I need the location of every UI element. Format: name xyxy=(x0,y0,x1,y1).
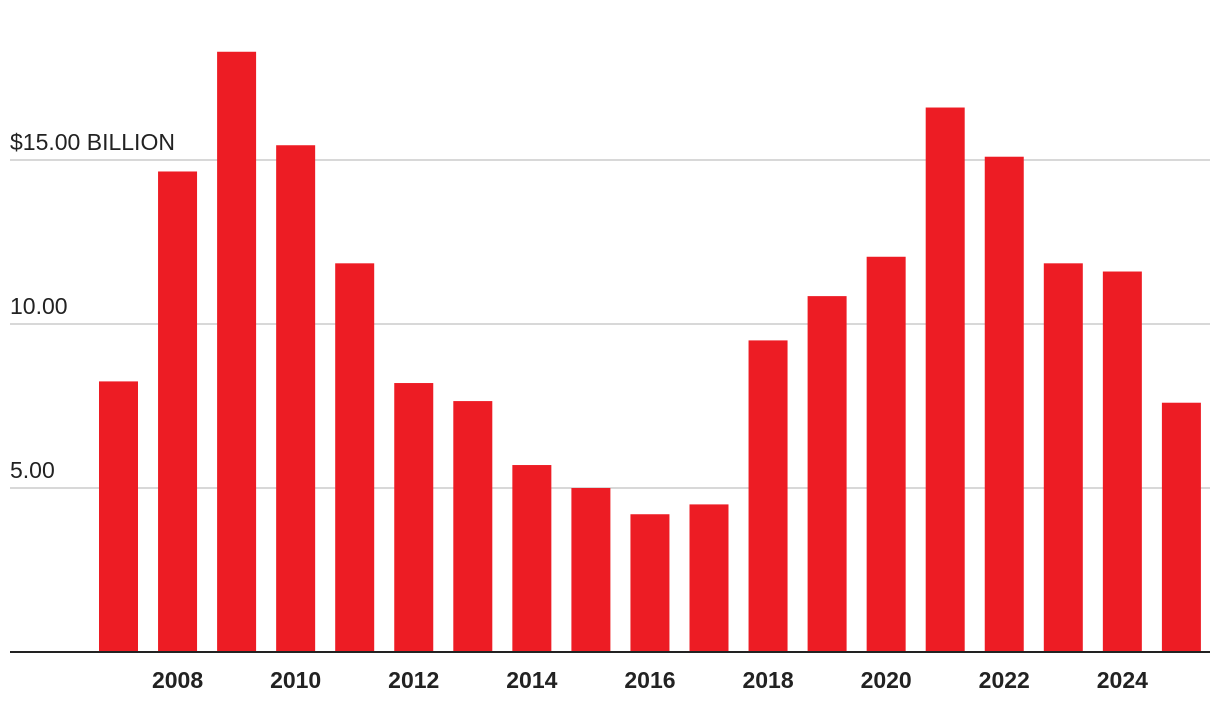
x-tick-label: 2010 xyxy=(270,667,321,693)
x-tick-label: 2018 xyxy=(742,667,793,693)
bar-2010 xyxy=(276,145,316,653)
y-axis-labels: $15.00 BILLION 10.00 5.00 xyxy=(10,129,175,483)
y-tick-label: 10.00 xyxy=(10,293,68,319)
bar-2018 xyxy=(748,340,788,652)
bar-2021 xyxy=(925,107,965,652)
bar-2022 xyxy=(984,156,1024,652)
x-tick-label: 2024 xyxy=(1097,667,1148,693)
bar-2007 xyxy=(99,381,138,652)
x-tick-label: 2022 xyxy=(979,667,1030,693)
x-tick-label: 2020 xyxy=(861,667,912,693)
y-tick-label: 5.00 xyxy=(10,457,55,483)
y-tick-label: $15.00 BILLION xyxy=(10,129,175,155)
bar-2013 xyxy=(453,401,493,652)
bar-2014 xyxy=(512,465,552,652)
bar-2008 xyxy=(158,171,198,653)
x-tick-label: 2014 xyxy=(506,667,557,693)
bar-2024 xyxy=(1102,271,1142,652)
bar-2023 xyxy=(1043,263,1083,652)
bar-2012 xyxy=(394,383,434,652)
bar-2019 xyxy=(807,296,847,652)
bar-2016 xyxy=(630,514,670,652)
x-tick-label: 2012 xyxy=(388,667,439,693)
x-tick-label: 2008 xyxy=(152,667,203,693)
bar-2015 xyxy=(571,488,611,652)
bar-2020 xyxy=(866,256,906,652)
x-tick-label: 2016 xyxy=(624,667,675,693)
bar-2025 xyxy=(1161,402,1201,652)
bar-2017 xyxy=(689,504,729,652)
bar-2009 xyxy=(217,51,257,652)
bar-2011 xyxy=(335,263,375,652)
x-axis-labels: 2008 2010 2012 2014 2016 2018 2020 2022 2024 xyxy=(152,667,1148,693)
bars xyxy=(99,51,1201,653)
